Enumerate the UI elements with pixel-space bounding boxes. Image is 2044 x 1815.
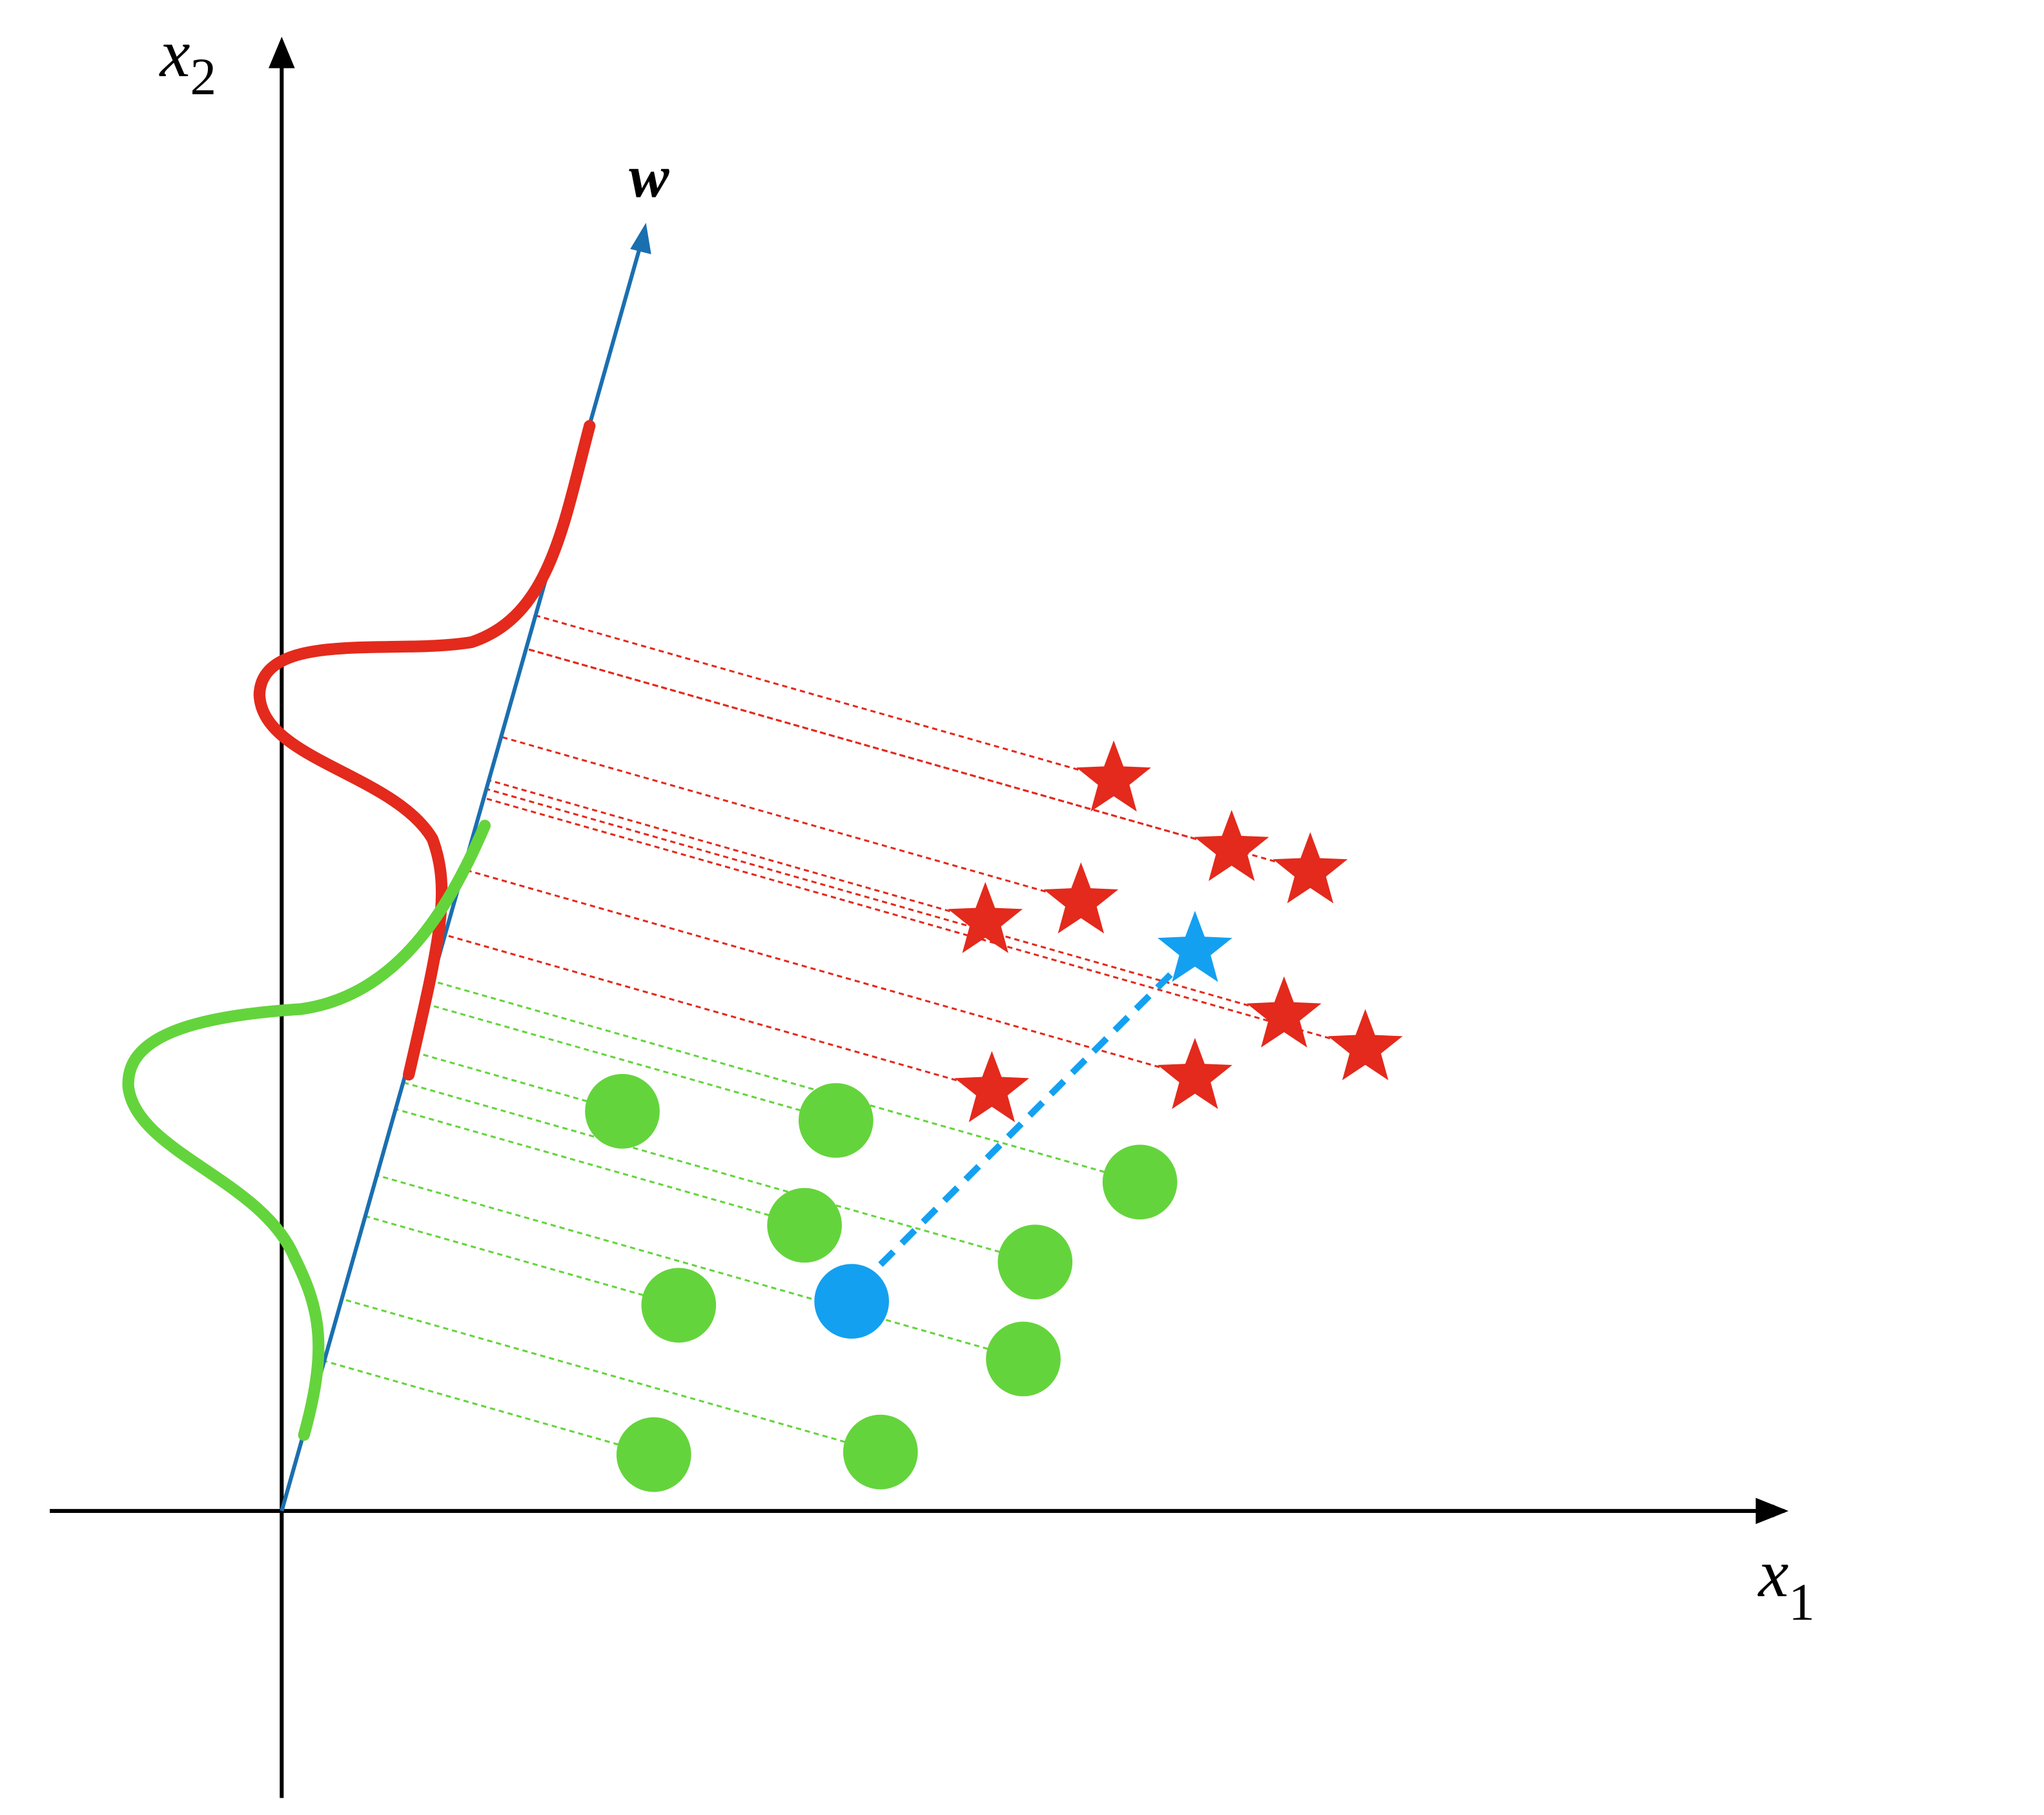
- y-axis-label: x2: [159, 15, 216, 106]
- green-circle: [986, 1321, 1061, 1397]
- red-star: [1076, 740, 1151, 812]
- red-distribution: [253, 420, 596, 1081]
- x-label-subscript: 1: [1788, 1573, 1815, 1631]
- red-star: [954, 1051, 1030, 1122]
- green-circle: [997, 1224, 1073, 1300]
- blue-circle: [814, 1264, 890, 1339]
- blue-star: [1158, 911, 1232, 982]
- misclassified-link: [878, 969, 1175, 1267]
- green-circle: [1102, 1144, 1178, 1220]
- w-label: w: [629, 144, 669, 210]
- x-axis-arrow: [1755, 1497, 1789, 1525]
- green-projection: [432, 980, 1141, 1183]
- green-circle: [767, 1188, 842, 1263]
- green-circle: [798, 1083, 874, 1158]
- green-projection: [395, 1108, 805, 1226]
- red-projection: [501, 736, 1081, 903]
- green-circle: [585, 1073, 660, 1149]
- green-circle: [843, 1414, 918, 1490]
- green-distribution: [122, 819, 491, 1441]
- red-projection: [526, 647, 1311, 873]
- green-projection: [425, 1002, 837, 1122]
- y-label-subscript: 2: [190, 48, 216, 106]
- green-circle: [641, 1268, 717, 1343]
- red-star: [1043, 862, 1119, 934]
- green-projection: [376, 1174, 1024, 1360]
- red-projection: [486, 788, 1285, 1017]
- red-projection: [464, 868, 1196, 1079]
- red-star: [948, 882, 1023, 953]
- red-star: [1327, 1009, 1403, 1080]
- red-projection: [535, 614, 1114, 781]
- green-projection: [323, 1360, 655, 1456]
- red-projection: [484, 796, 1366, 1049]
- y-label-base: x: [159, 15, 190, 91]
- red-star: [1272, 832, 1348, 904]
- x-label-base: x: [1757, 1536, 1789, 1611]
- y-axis-arrow: [269, 36, 295, 68]
- green-projection: [403, 1081, 1036, 1263]
- green-circle: [616, 1417, 691, 1492]
- w-arrow: [630, 223, 651, 254]
- green-projection: [342, 1298, 881, 1454]
- red-star: [1158, 1038, 1232, 1110]
- red-projection: [489, 779, 986, 922]
- x-axis-label: x1: [1757, 1536, 1815, 1632]
- points: [585, 740, 1403, 1492]
- red-projection: [445, 934, 992, 1091]
- red-star: [1247, 976, 1322, 1048]
- projection-lines: [323, 614, 1366, 1456]
- red-projection: [526, 647, 1232, 851]
- green-projection: [365, 1215, 679, 1306]
- red-star: [1194, 809, 1269, 881]
